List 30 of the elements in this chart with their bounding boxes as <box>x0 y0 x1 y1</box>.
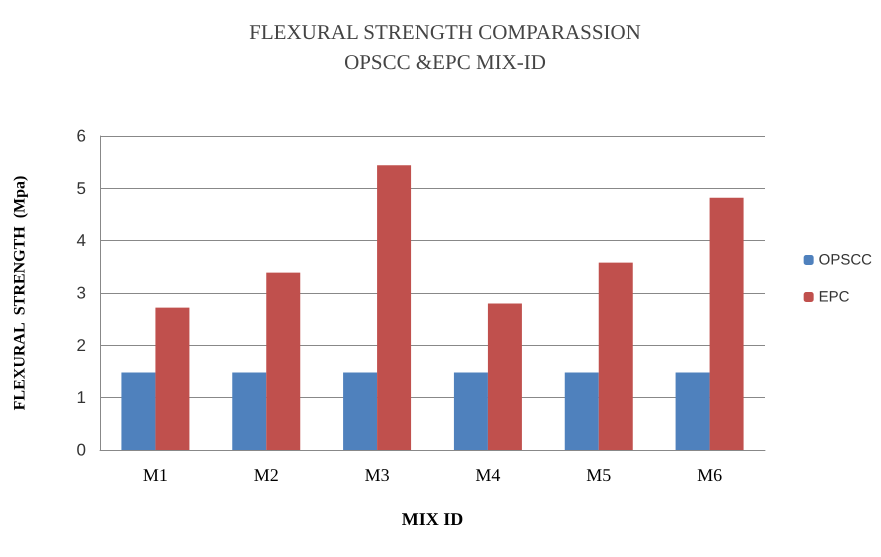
bar <box>598 262 633 450</box>
bar <box>232 372 266 450</box>
y-tick-label: 0 <box>76 440 86 460</box>
bar <box>454 372 488 450</box>
bar <box>155 308 190 450</box>
y-tick-label: 1 <box>76 388 86 408</box>
y-axis-title: FLEXURAL STRENGTH (Mpa) <box>12 176 28 410</box>
legend-label: OPSCC <box>818 252 872 268</box>
y-tick-label: 4 <box>76 231 86 250</box>
x-tick-label: M1 <box>142 465 168 485</box>
x-tick-label: M5 <box>586 465 612 485</box>
bar <box>676 372 710 450</box>
y-tick-label: 2 <box>76 336 86 355</box>
x-tick-label: M6 <box>697 465 722 485</box>
bar <box>710 198 744 450</box>
x-axis-title: MIX ID <box>402 509 464 529</box>
y-tick-label: 5 <box>76 178 86 198</box>
bar <box>488 303 522 450</box>
x-tick-label: M4 <box>475 465 500 485</box>
x-tick-label: M3 <box>364 465 390 485</box>
chart-title: FLEXURAL STRENGTH COMPARASSION OPSCC &EPC MIX-ID <box>249 20 641 74</box>
bar <box>377 165 412 450</box>
bar <box>564 372 599 450</box>
bar <box>266 272 300 450</box>
bar <box>121 372 156 450</box>
y-tick-label: 3 <box>76 284 86 302</box>
bar <box>343 372 378 450</box>
legend-label: EPC <box>818 288 850 306</box>
x-tick-label: M2 <box>254 465 279 485</box>
y-tick-label: 6 <box>76 126 86 146</box>
